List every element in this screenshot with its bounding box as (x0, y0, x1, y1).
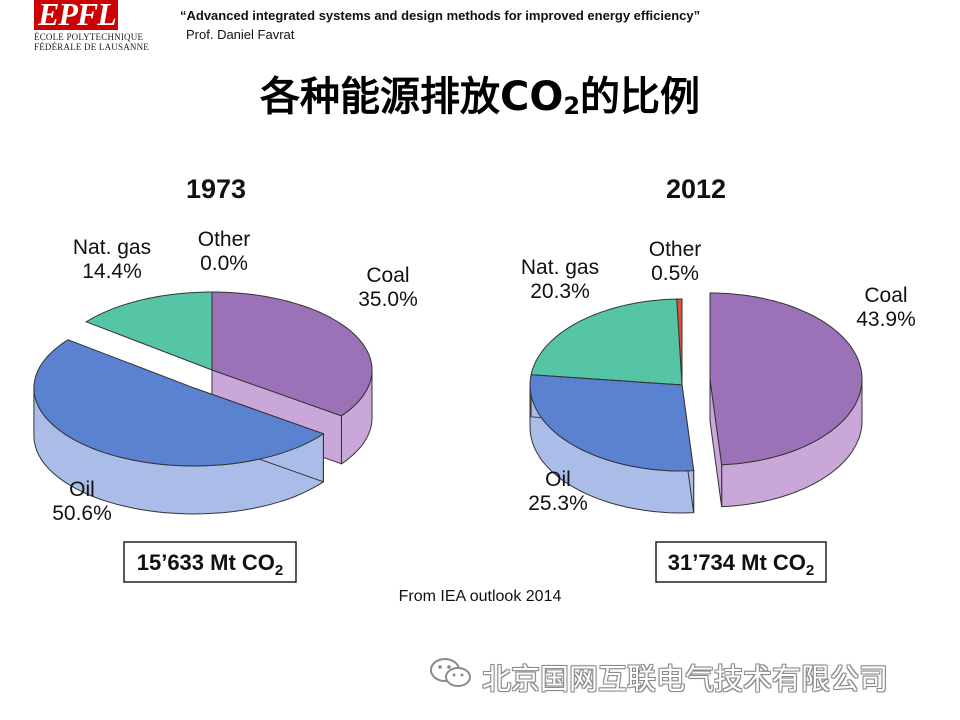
pie-1-title: 2012 (666, 174, 726, 204)
wechat-icon (430, 658, 471, 687)
pie-0-slice-gas (85, 291, 213, 371)
school-line-1: ÉCOLE POLYTECHNIQUE (34, 32, 144, 42)
pie-1-value-coal: 43.9% (856, 308, 916, 331)
page-title-tail: 的比例 (580, 74, 701, 120)
pie-0-label-other: Other (198, 228, 251, 251)
pie-0-label-gas: Nat. gas (73, 236, 151, 259)
school-line-2: FÉDÉRALE DE LAUSANNE (34, 42, 149, 52)
pie-1-slice-coal (709, 292, 863, 508)
pie-1-label-coal: Coal (864, 284, 907, 307)
logo-text: EPFL (38, 0, 117, 32)
pie-0-label-coal: Coal (366, 264, 409, 287)
epfl-logo: EPFL (34, 0, 118, 32)
pie-1-label-gas: Nat. gas (521, 256, 599, 279)
pie-0-slice-oil (33, 339, 325, 515)
pie-1-value-oil: 25.3% (528, 492, 588, 515)
page-title-main: 各种能源排放CO (259, 74, 564, 120)
pie-1-label-oil: Oil (545, 468, 571, 491)
pie-1-value-other: 0.5% (651, 262, 699, 285)
talk-title: “Advanced integrated systems and design … (180, 8, 701, 23)
school-name: ÉCOLE POLYTECHNIQUE FÉDÉRALE DE LAUSANNE (34, 32, 149, 52)
author: Prof. Daniel Favrat (186, 27, 295, 42)
pie-1-value-gas: 20.3% (530, 280, 590, 303)
pie-0-value-oil: 50.6% (52, 502, 112, 525)
pie-1-label-other: Other (649, 238, 702, 261)
watermark-text: 北京国网互联电气技术有限公司 (482, 662, 889, 696)
page-title: 各种能源排放CO2的比例 (0, 64, 960, 122)
pie-1-slice-oil (529, 374, 695, 514)
pie-0-total: 15’633 Mt CO2 (137, 550, 284, 579)
pie-1-total: 31’734 Mt CO2 (668, 550, 815, 579)
page-title-sub: 2 (563, 92, 581, 120)
pie-0-value-gas: 14.4% (82, 260, 142, 283)
pie-0-value-other: 0.0% (200, 252, 248, 275)
pie-0-value-coal: 35.0% (358, 288, 418, 311)
watermark: 北京国网互联电气技术有限公司 (428, 654, 928, 696)
pie-0-title: 1973 (186, 174, 246, 204)
source-note: From IEA outlook 2014 (399, 588, 562, 605)
pie-0-label-oil: Oil (69, 478, 95, 501)
pie-1-total-box (655, 541, 827, 583)
pie-0-total-box (123, 541, 297, 583)
